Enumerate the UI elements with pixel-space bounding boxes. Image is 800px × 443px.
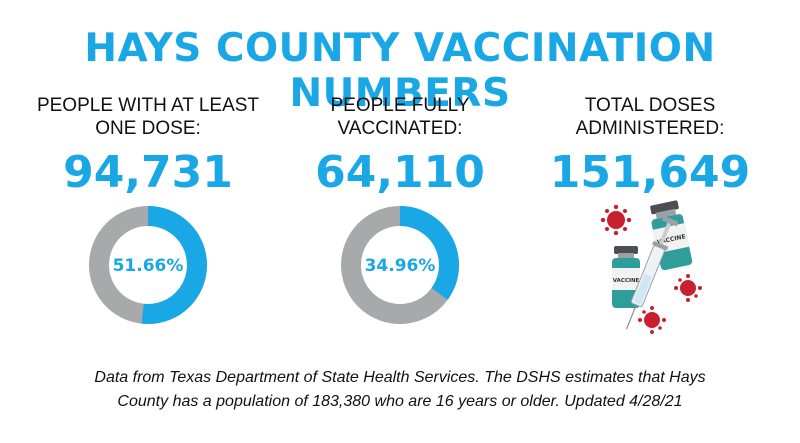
virus-icon	[638, 306, 666, 334]
donut-progress	[89, 206, 207, 324]
donut-percent-label: 51.66%	[113, 256, 184, 276]
stat-label-line: ONE DOSE:	[95, 118, 201, 139]
stat-value: 64,110	[315, 147, 485, 198]
virus-icon	[674, 274, 702, 302]
vial-icon: VACCINE	[612, 246, 640, 308]
page-title: HAYS COUNTY VACCINATION NUMBERS	[84, 26, 716, 116]
stat-total-doses: TOTAL DOSES ADMINISTERED: 151,649	[530, 94, 770, 198]
stat-label-line: PEOPLE WITH AT LEAST	[36, 95, 260, 116]
syringe-icon	[625, 216, 679, 330]
stat-label-line: ADMINISTERED:	[575, 118, 725, 139]
stat-label-line: VACCINATED:	[337, 118, 463, 139]
svg-text:VACCINE: VACCINE	[613, 278, 640, 284]
stat-label-line: TOTAL DOSES	[584, 95, 716, 116]
stat-one-dose: PEOPLE WITH AT LEAST ONE DOSE: 94,731	[28, 94, 268, 198]
virus-icon	[600, 204, 632, 236]
stat-label: TOTAL DOSES ADMINISTERED:	[530, 94, 770, 140]
donut-percent-label: 34.96%	[365, 256, 436, 276]
vaccine-vials-syringe-virus-icon: VACCINE VACCINE	[600, 200, 702, 334]
stat-label: PEOPLE WITH AT LEAST ONE DOSE:	[28, 94, 268, 140]
source-footnote: Data from Texas Department of State Heal…	[40, 366, 760, 414]
donut-one-dose: 51.66%	[89, 206, 207, 324]
stat-fully-vaccinated: PEOPLE FULLY VACCINATED: 64,110	[280, 94, 520, 198]
stat-label-line: PEOPLE FULLY	[330, 95, 470, 116]
stat-label: PEOPLE FULLY VACCINATED:	[280, 94, 520, 140]
footnote-line: Data from Texas Department of State Heal…	[94, 369, 706, 386]
stat-value: 94,731	[63, 147, 233, 198]
footnote-line: County has a population of 183,380 who a…	[117, 393, 683, 410]
donut-fully-vaccinated: 34.96%	[341, 206, 459, 324]
stat-value: 151,649	[549, 147, 751, 198]
donut-progress	[341, 206, 459, 324]
